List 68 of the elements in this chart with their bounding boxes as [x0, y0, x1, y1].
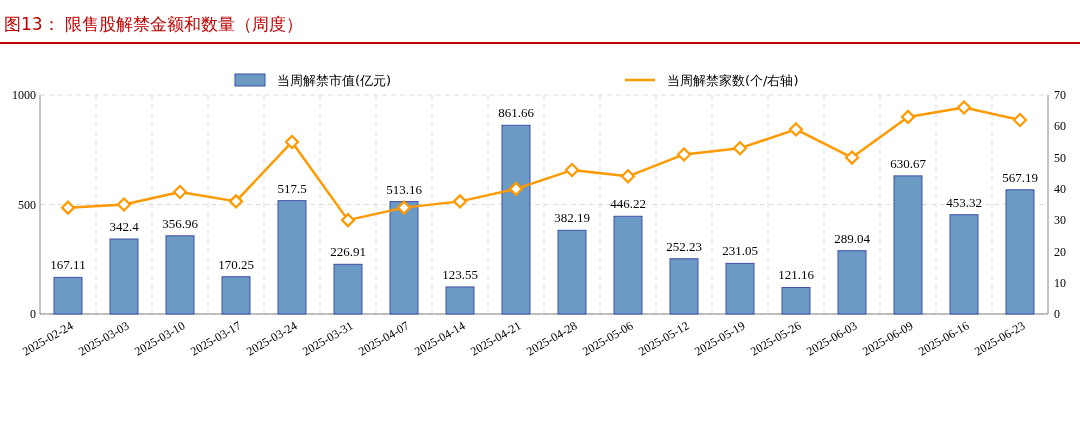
- bar: [837, 250, 867, 315]
- data-label: 517.5: [277, 180, 307, 196]
- point: [620, 169, 636, 184]
- bar: [277, 200, 307, 315]
- data-label: 453.32: [946, 194, 982, 210]
- point: [788, 122, 804, 137]
- bar: [893, 175, 923, 315]
- data-label: 121.16: [778, 267, 815, 283]
- y-tick-label: 1000: [12, 88, 36, 103]
- legend-label: 当周解禁市值(亿元): [277, 72, 392, 88]
- y2-tick-label: 0: [1054, 307, 1060, 322]
- bar: [669, 258, 699, 315]
- data-label: 289.04: [834, 230, 871, 246]
- data-label: 513.16: [386, 181, 423, 197]
- bar: [725, 262, 755, 315]
- bar: [445, 286, 475, 315]
- bar: [109, 238, 139, 315]
- legend-label: 当周解禁家数(个/右轴): [667, 72, 799, 88]
- bar: [949, 214, 979, 315]
- y2-tick-label: 40: [1054, 182, 1066, 197]
- chart-title: 图13： 限售股解禁金额和数量（周度）: [4, 14, 304, 34]
- point: [508, 181, 524, 196]
- point: [396, 200, 412, 215]
- bar: [781, 286, 811, 315]
- y2-tick-label: 30: [1054, 213, 1066, 228]
- point: [340, 213, 356, 228]
- point: [900, 109, 916, 124]
- point: [228, 194, 244, 209]
- data-label: 123.55: [442, 266, 478, 282]
- data-label: 170.25: [218, 256, 254, 272]
- point: [676, 147, 692, 162]
- bar: [557, 229, 587, 315]
- data-label: 382.19: [554, 210, 590, 226]
- data-label: 252.23: [666, 238, 702, 254]
- y2-tick-label: 10: [1054, 275, 1066, 290]
- bar: [501, 124, 531, 315]
- data-label: 861.66: [498, 105, 535, 121]
- bar: [613, 215, 643, 315]
- y-tick-label: 0: [30, 307, 36, 322]
- point: [284, 134, 300, 150]
- y-tick-label: 500: [18, 197, 36, 212]
- point: [116, 197, 132, 212]
- bar: [165, 235, 195, 315]
- y2-tick-label: 70: [1054, 88, 1066, 103]
- bar: [1005, 189, 1035, 315]
- bar: [53, 276, 83, 315]
- point: [564, 162, 580, 178]
- bar: [389, 201, 419, 315]
- point: [452, 194, 468, 209]
- bar: [333, 263, 363, 315]
- point: [956, 100, 972, 115]
- point: [1012, 112, 1028, 128]
- point: [60, 200, 76, 215]
- data-label: 342.4: [109, 219, 140, 235]
- y2-tick-label: 60: [1054, 119, 1066, 134]
- data-label: 231.05: [722, 243, 758, 259]
- data-label: 356.96: [162, 215, 199, 231]
- data-label: 167.11: [50, 257, 86, 273]
- y2-tick-label: 20: [1054, 244, 1066, 259]
- point: [172, 184, 188, 200]
- point: [844, 150, 860, 165]
- data-label: 567.19: [1002, 169, 1038, 185]
- data-label: 226.91: [330, 244, 366, 260]
- y2-tick-label: 50: [1054, 150, 1066, 165]
- bar: [221, 276, 251, 315]
- data-label: 446.22: [610, 196, 646, 212]
- point: [732, 141, 748, 156]
- data-label: 630.67: [890, 155, 927, 171]
